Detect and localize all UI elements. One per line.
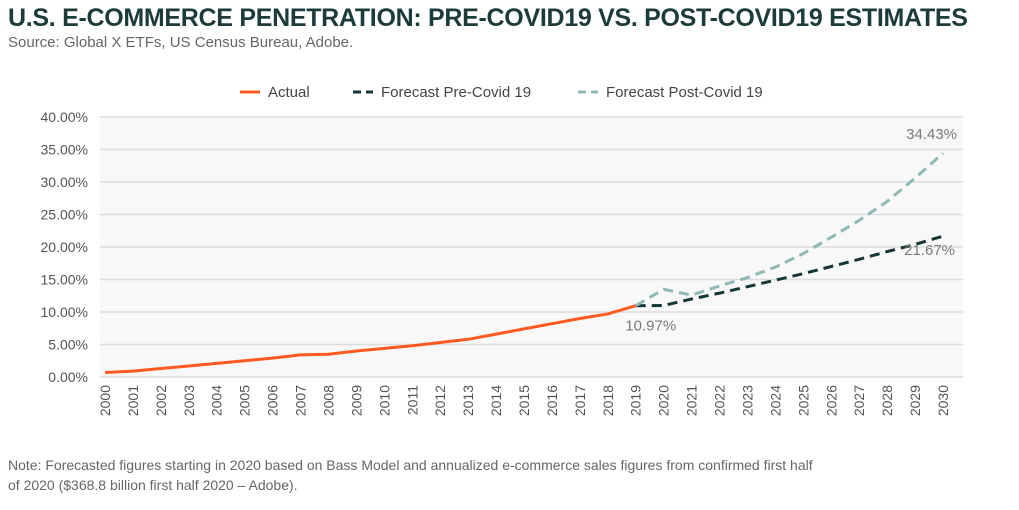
y-tick-label: 30.00% xyxy=(41,174,88,190)
legend-label: Actual xyxy=(268,84,310,101)
y-tick-label: 15.00% xyxy=(41,272,88,288)
data-label: 21.67% xyxy=(904,242,955,259)
x-tick-label: 2018 xyxy=(600,385,616,416)
x-tick-label: 2008 xyxy=(320,385,336,416)
x-tick-label: 2023 xyxy=(739,385,755,416)
series-line-forecast-pre-covid-19 xyxy=(635,234,944,308)
x-tick-label: 2017 xyxy=(572,385,588,416)
x-tick-label: 2027 xyxy=(851,385,867,416)
x-tick-label: 2016 xyxy=(544,385,560,416)
x-tick-label: 2019 xyxy=(628,385,644,416)
x-tick-label: 2014 xyxy=(488,385,504,416)
y-tick-label: 40.00% xyxy=(41,109,88,125)
legend-label: Forecast Pre-Covid 19 xyxy=(381,84,531,101)
x-tick-label: 2024 xyxy=(767,385,783,416)
x-tick-label: 2010 xyxy=(376,385,392,416)
x-tick-label: 2028 xyxy=(879,385,895,416)
x-tick-label: 2015 xyxy=(516,385,532,416)
y-tick-label: 25.00% xyxy=(41,207,88,223)
x-tick-label: 2004 xyxy=(209,385,225,416)
chart-note: Note: Forecasted figures starting in 202… xyxy=(8,455,1008,495)
x-tick-label: 2000 xyxy=(97,385,113,416)
series-line-actual xyxy=(104,304,637,374)
x-tick-label: 2026 xyxy=(823,385,839,416)
series-line-forecast-post-covid-19 xyxy=(634,152,944,307)
x-tick-label: 2012 xyxy=(432,385,448,416)
x-tick-label: 2021 xyxy=(684,385,700,416)
x-tick-label: 2020 xyxy=(656,385,672,416)
y-tick-label: 35.00% xyxy=(41,142,88,158)
x-tick-label: 2025 xyxy=(795,385,811,416)
x-tick-label: 2022 xyxy=(712,385,728,416)
y-tick-label: 5.00% xyxy=(48,337,88,353)
data-label: 10.97% xyxy=(625,318,676,335)
x-tick-label: 2005 xyxy=(237,385,253,416)
line-chart: 0.00% 5.00% 10.00% 15.00% 20.00% 25.00% 30.00%… xyxy=(41,84,963,416)
x-tick-label: 2009 xyxy=(348,385,364,416)
data-label: 34.43% xyxy=(906,126,957,143)
x-tick-label: 2029 xyxy=(907,385,923,416)
x-tick-label: 2011 xyxy=(404,385,420,415)
note-line-1: Note: Forecasted figures starting in 202… xyxy=(8,457,813,473)
legend-label: Forecast Post-Covid 19 xyxy=(606,84,763,101)
x-tick-label: 2030 xyxy=(935,385,951,416)
y-tick-label: 20.00% xyxy=(41,239,88,255)
chart-source: Source: Global X ETFs, US Census Bureau,… xyxy=(8,34,354,51)
y-tick-label: 10.00% xyxy=(41,304,88,320)
chart-title: U.S. E-COMMERCE PENETRATION: PRE-COVID19… xyxy=(8,4,968,32)
x-tick-label: 2007 xyxy=(293,385,309,416)
x-tick-label: 2003 xyxy=(181,385,197,416)
x-tick-label: 2013 xyxy=(460,385,476,416)
y-tick-label: 0.00% xyxy=(48,369,88,385)
x-tick-label: 2001 xyxy=(125,385,141,416)
x-tick-label: 2002 xyxy=(153,385,169,416)
note-line-2: of 2020 ($368.8 billion first half 2020 … xyxy=(8,477,298,493)
x-tick-label: 2006 xyxy=(265,385,281,416)
